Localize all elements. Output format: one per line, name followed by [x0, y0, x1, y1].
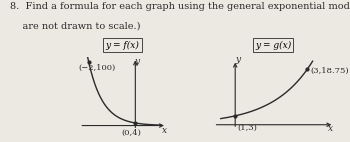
Text: y = f(x): y = f(x)	[106, 40, 139, 50]
Text: y: y	[235, 55, 240, 64]
Text: (−2,100): (−2,100)	[78, 63, 116, 72]
Text: x: x	[328, 124, 333, 133]
Text: are not drawn to scale.): are not drawn to scale.)	[10, 22, 141, 31]
Text: (0,4): (0,4)	[121, 129, 141, 136]
Text: x: x	[162, 126, 167, 135]
Text: y = g(x): y = g(x)	[255, 40, 291, 50]
Text: (3,18.75): (3,18.75)	[311, 67, 349, 75]
Text: 8.  Find a formula for each graph using the general exponential model.  (Note:  : 8. Find a formula for each graph using t…	[10, 2, 350, 11]
Text: y: y	[134, 57, 140, 66]
Text: (1,3): (1,3)	[237, 124, 257, 132]
